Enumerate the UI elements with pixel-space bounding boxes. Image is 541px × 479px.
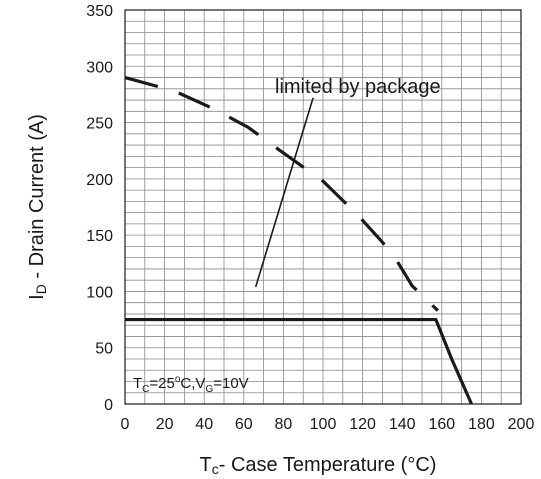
y-tick-label: 300	[86, 59, 113, 76]
series-annotation-pointer	[254, 97, 314, 288]
x-tick-label: 120	[349, 416, 376, 433]
x-tick-label: 20	[156, 416, 174, 433]
series-silicon-limit	[124, 75, 439, 312]
y-axis-title-rest: - Drain Current (A)	[26, 114, 48, 284]
condition-eq1: =25	[149, 375, 174, 392]
y-tick-label: 200	[86, 172, 113, 189]
x-axis-title-main: T	[200, 454, 212, 476]
x-tick-label: 60	[235, 416, 253, 433]
y-tick-label: 150	[86, 228, 113, 245]
x-tick-label: 160	[428, 416, 455, 433]
condition-t-sub: C	[142, 384, 149, 395]
x-tick-label: 40	[195, 416, 213, 433]
condition-eq2: =10V	[213, 375, 248, 392]
y-tick-label: 350	[86, 3, 113, 20]
annotation-limited-by-package: limited by package	[275, 76, 441, 98]
series-group	[124, 75, 473, 405]
y-axis-title-main: I	[26, 294, 48, 300]
x-axis-title-sub: c	[212, 461, 219, 477]
test-condition-label: TC=25oC,VG=10V	[133, 374, 249, 395]
condition-t: T	[133, 375, 142, 392]
x-tick-label: 140	[389, 416, 416, 433]
y-tick-labels: 0 50 100 150 200 250 300 350	[86, 3, 113, 414]
x-tick-label: 180	[468, 416, 495, 433]
condition-c: C,V	[180, 375, 205, 392]
condition-deg: o	[175, 374, 181, 385]
x-axis-title-rest: - Case Temperature (°C)	[219, 454, 437, 476]
x-tick-label: 100	[310, 416, 337, 433]
x-tick-labels: 0 20 40 60 80 100 120 140 160 180 200	[121, 416, 535, 433]
y-axis-title: ID - Drain Current (A)	[26, 114, 49, 300]
plot-frame	[124, 9, 522, 405]
condition-v-sub: G	[205, 384, 213, 395]
series-package-limit	[125, 317, 473, 405]
y-axis-title-sub: D	[33, 284, 49, 294]
x-tick-label: 200	[508, 416, 535, 433]
x-tick-label: 80	[275, 416, 293, 433]
grid	[125, 10, 521, 404]
y-tick-label: 100	[86, 284, 113, 301]
y-tick-label: 50	[95, 341, 113, 358]
x-axis-title: Tc- Case Temperature (°C)	[200, 454, 437, 477]
y-tick-label: 0	[104, 397, 113, 414]
y-tick-label: 250	[86, 116, 113, 133]
x-tick-label: 0	[121, 416, 130, 433]
